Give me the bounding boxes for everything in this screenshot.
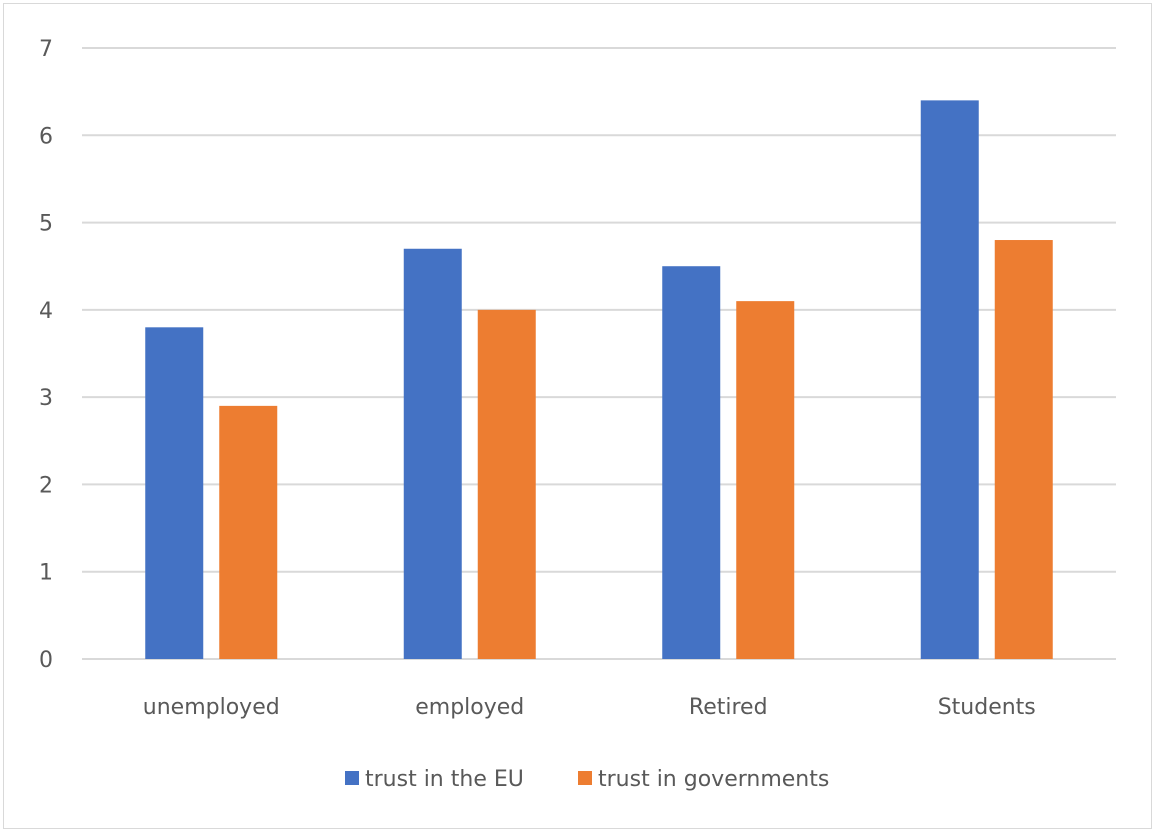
y-tick-label: 2 — [39, 473, 53, 498]
legend-label-series-2: trust in governments — [598, 767, 829, 792]
bar-retired-series-2 — [736, 301, 795, 659]
x-category-label: employed — [415, 695, 524, 720]
y-tick-label: 0 — [39, 648, 53, 673]
bar-unemployed-series-1 — [145, 327, 204, 659]
x-category-label: Students — [938, 695, 1036, 720]
x-axis-category-labels: unemployed employed Retired Students — [143, 695, 1036, 720]
bar-students-series-1 — [920, 100, 979, 659]
y-tick-label: 6 — [39, 124, 53, 149]
legend: trust in the EU trust in governments — [345, 767, 829, 792]
legend-swatch-series-1 — [345, 771, 359, 785]
x-category-label: unemployed — [143, 695, 280, 720]
bar-employed-series-2 — [477, 309, 536, 659]
y-tick-label: 7 — [39, 37, 53, 62]
y-tick-label: 4 — [39, 299, 53, 324]
bar-unemployed-series-2 — [219, 405, 278, 659]
y-axis-tick-labels: 0 1 2 3 4 5 6 7 — [39, 37, 53, 673]
bar-students-series-2 — [994, 240, 1053, 659]
y-tick-label: 3 — [39, 386, 53, 411]
y-tick-label: 1 — [39, 561, 53, 586]
bar-employed-series-1 — [403, 248, 462, 659]
y-tick-label: 5 — [39, 212, 53, 237]
x-category-label: Retired — [689, 695, 768, 720]
bar-retired-series-1 — [662, 266, 721, 659]
legend-label-series-1: trust in the EU — [365, 767, 524, 792]
legend-swatch-series-2 — [578, 771, 592, 785]
bars — [145, 100, 1053, 659]
